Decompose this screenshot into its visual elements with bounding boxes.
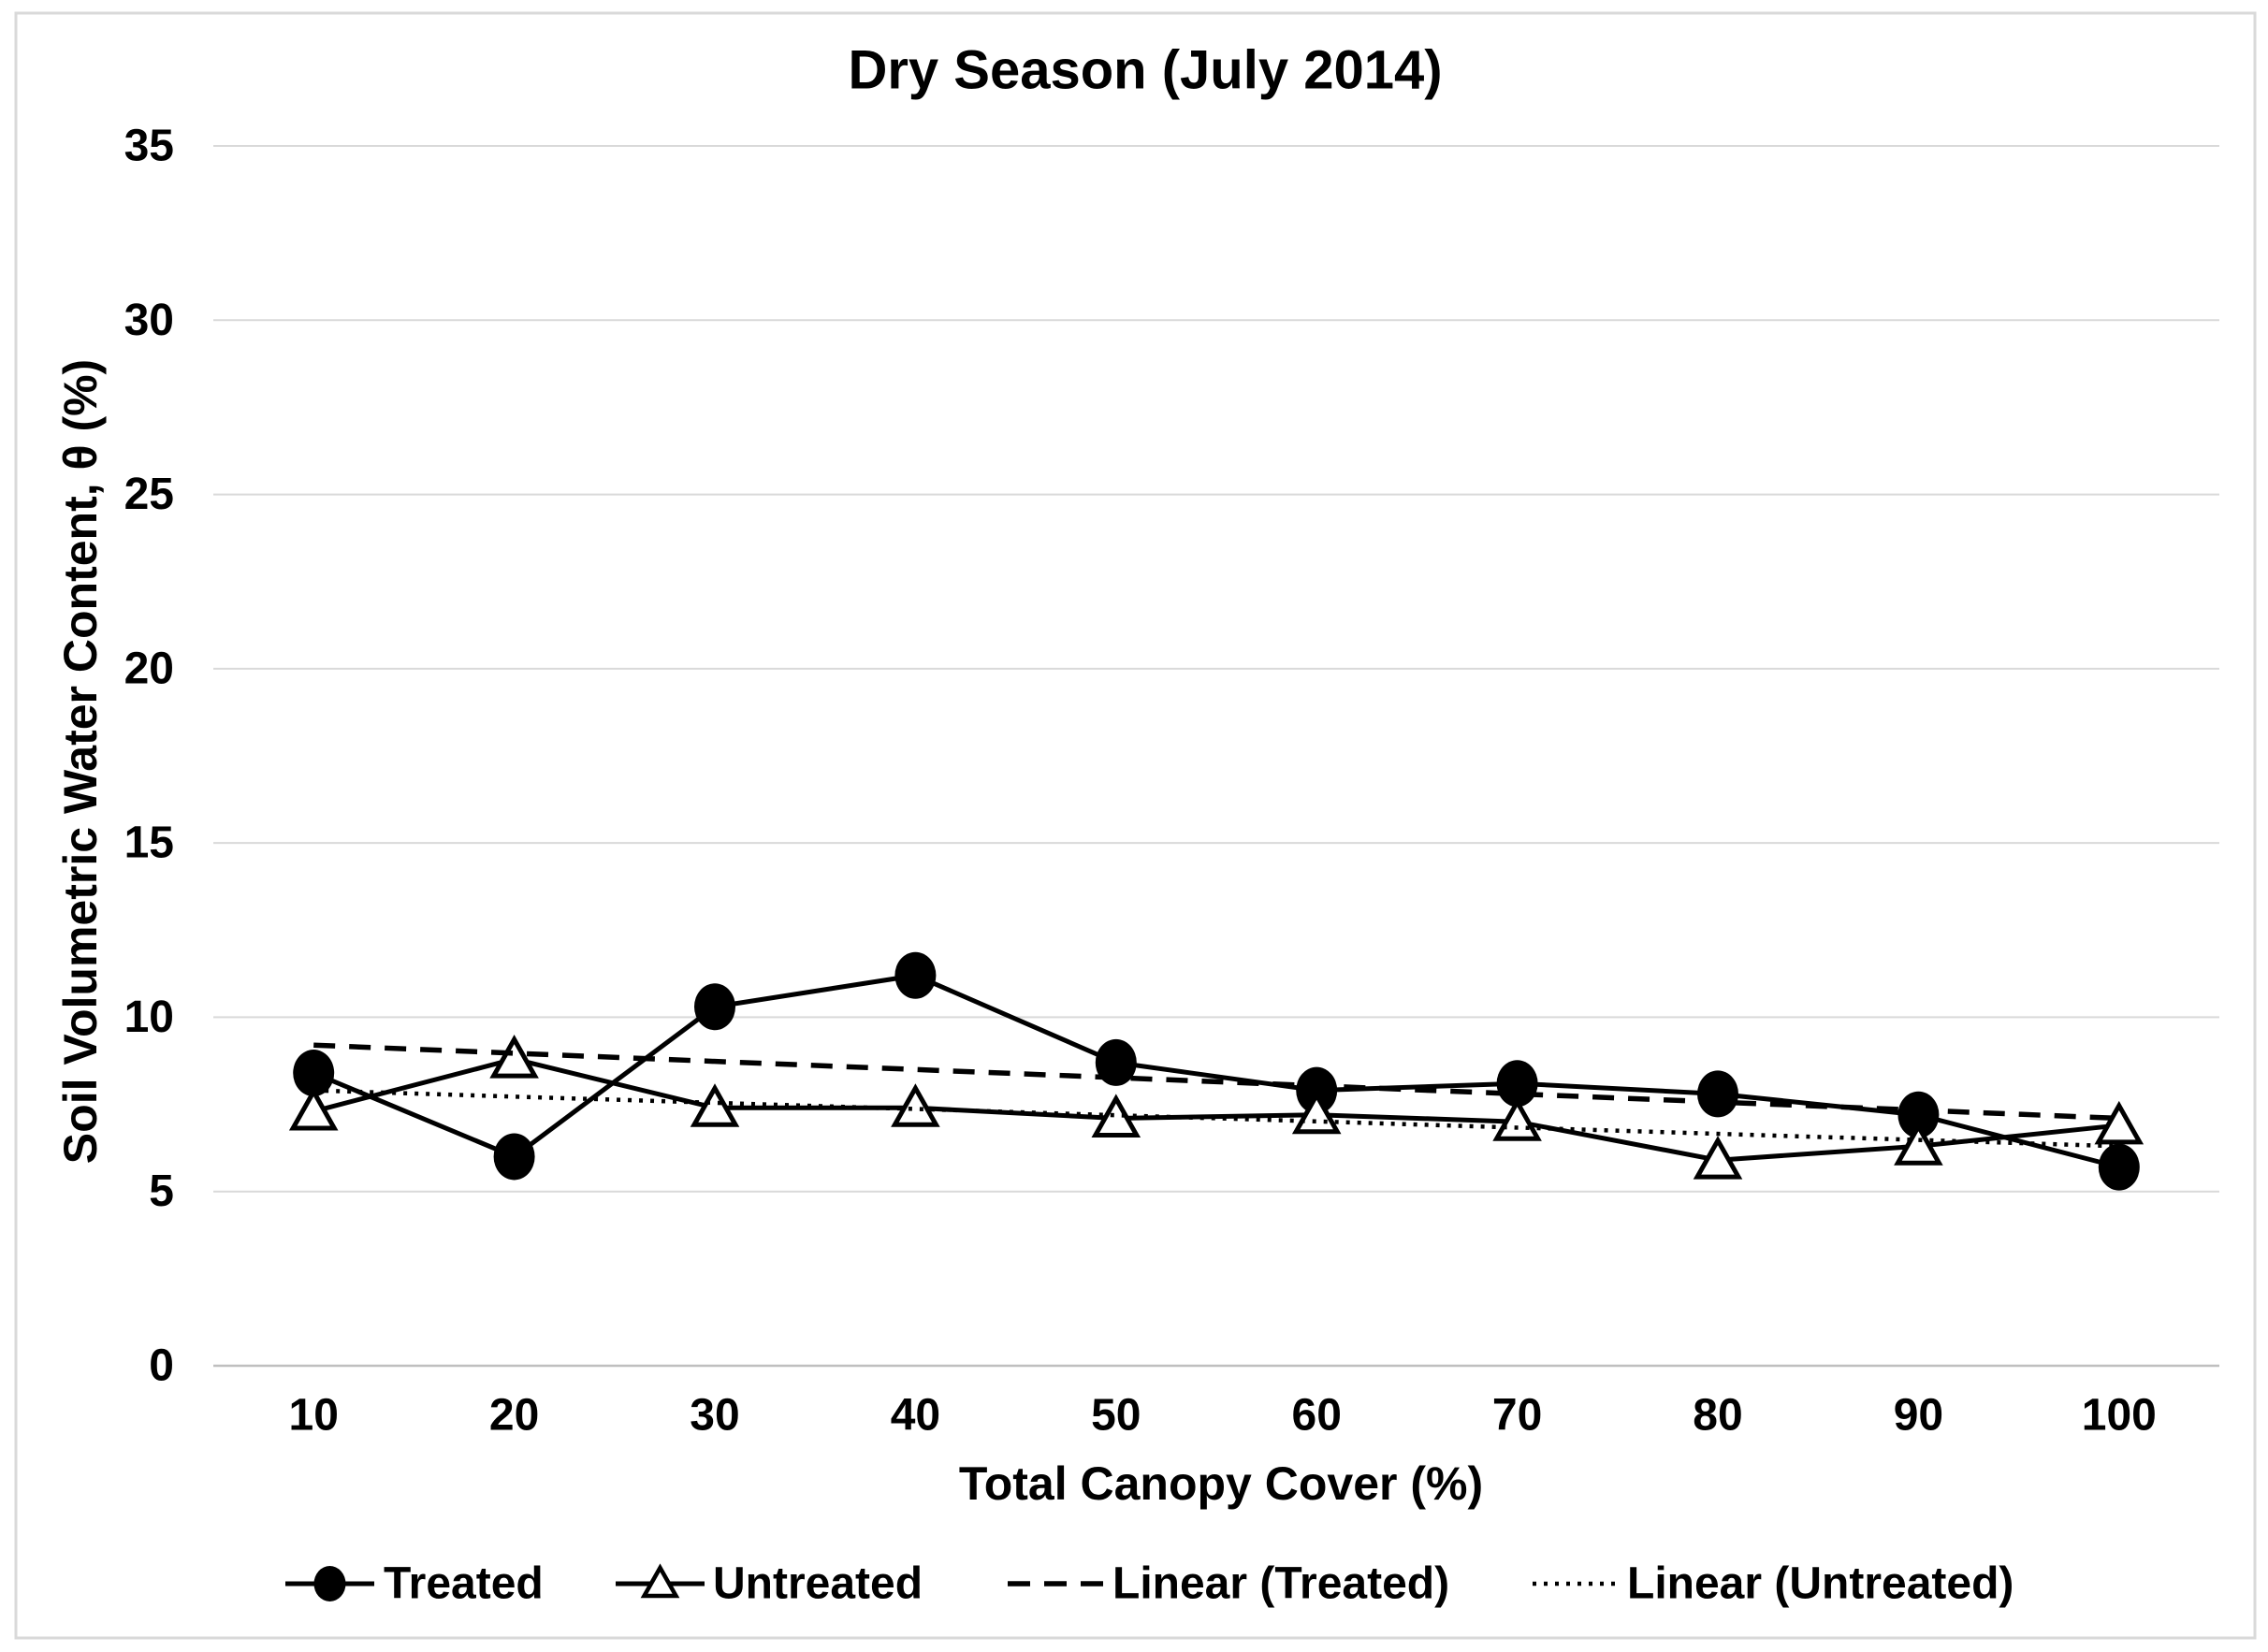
legend-filled-circle-icon <box>313 1566 346 1601</box>
open-triangle-marker-untreated <box>1894 1122 1943 1166</box>
open-triangle-marker-untreated <box>891 1083 940 1127</box>
legend-item-treated: Treated <box>285 1559 544 1609</box>
x-axis-tick-labels: 10 20 30 40 50 60 70 80 90 100 <box>289 1391 2157 1441</box>
y-tick-label-35: 35 <box>124 122 174 171</box>
open-triangle-marker-untreated <box>1091 1094 1141 1138</box>
trendline-dotted <box>313 1088 2119 1149</box>
y-axis-tick-labels: 0 5 10 15 20 25 30 35 <box>124 122 174 1391</box>
filled-circle-marker-treated <box>1697 1070 1738 1118</box>
x-tick-label-90: 90 <box>1894 1391 1943 1441</box>
filled-circle-marker-treated <box>1897 1091 1940 1138</box>
filled-circle-marker-treated <box>694 983 735 1031</box>
chart-title: Dry Season (July 2014) <box>848 40 1442 101</box>
filled-circle-marker-treated <box>493 1133 535 1181</box>
y-tick-label-5: 5 <box>149 1167 174 1216</box>
y-tick-label-25: 25 <box>124 470 174 519</box>
legend-label: Linear (Treated) <box>1112 1559 1449 1609</box>
data-series <box>288 951 2144 1191</box>
x-tick-label-20: 20 <box>489 1391 539 1441</box>
open-triangle-marker-untreated <box>690 1083 740 1127</box>
legend-open-triangle-icon <box>640 1563 680 1599</box>
x-tick-label-60: 60 <box>1292 1391 1342 1441</box>
y-tick-label-20: 20 <box>124 644 174 693</box>
series-line-untreated <box>313 1056 2120 1163</box>
x-tick-label-100: 100 <box>2082 1391 2157 1441</box>
trendline-dashed <box>313 1042 2119 1122</box>
x-tick-label-70: 70 <box>1492 1391 1542 1441</box>
legend-label: Linear (Untreated) <box>1627 1559 2014 1609</box>
x-tick-label-50: 50 <box>1091 1391 1141 1441</box>
y-axis-title: Soil Volumetric Water Content, θ (%) <box>54 359 107 1164</box>
gridlines <box>213 145 2219 1368</box>
open-triangle-marker-untreated <box>2094 1100 2144 1145</box>
y-tick-label-10: 10 <box>124 993 174 1042</box>
filled-circle-marker-treated <box>894 951 937 999</box>
legend-item-linear-treated: Linear (Treated) <box>1008 1559 1449 1609</box>
x-tick-label-30: 30 <box>690 1391 739 1441</box>
y-tick-label-30: 30 <box>124 296 174 345</box>
y-tick-label-15: 15 <box>124 819 174 868</box>
legend: Treated Untreated Linear (Treated) Linear (… <box>285 1559 2014 1609</box>
y-tick-label-0: 0 <box>149 1341 174 1391</box>
filled-circle-marker-treated <box>293 1050 335 1097</box>
open-triangle-marker-untreated <box>288 1086 339 1131</box>
legend-item-untreated: Untreated <box>616 1559 923 1609</box>
legend-label: Treated <box>384 1559 544 1609</box>
chart-border <box>14 11 2257 1640</box>
open-triangle-marker-untreated <box>489 1035 539 1079</box>
filled-circle-marker-treated <box>1095 1038 1137 1086</box>
x-tick-label-40: 40 <box>891 1391 940 1441</box>
x-tick-label-10: 10 <box>289 1391 339 1441</box>
open-triangle-marker-untreated <box>1693 1136 1743 1180</box>
legend-item-linear-untreated: Linear (Untreated) <box>1533 1559 2014 1609</box>
trendlines <box>313 1042 2119 1149</box>
filled-circle-marker-treated <box>2098 1143 2140 1191</box>
legend-label: Untreated <box>713 1559 923 1609</box>
x-axis-title: Total Canopy Cover (%) <box>959 1457 1483 1510</box>
x-tick-label-80: 80 <box>1693 1391 1742 1441</box>
